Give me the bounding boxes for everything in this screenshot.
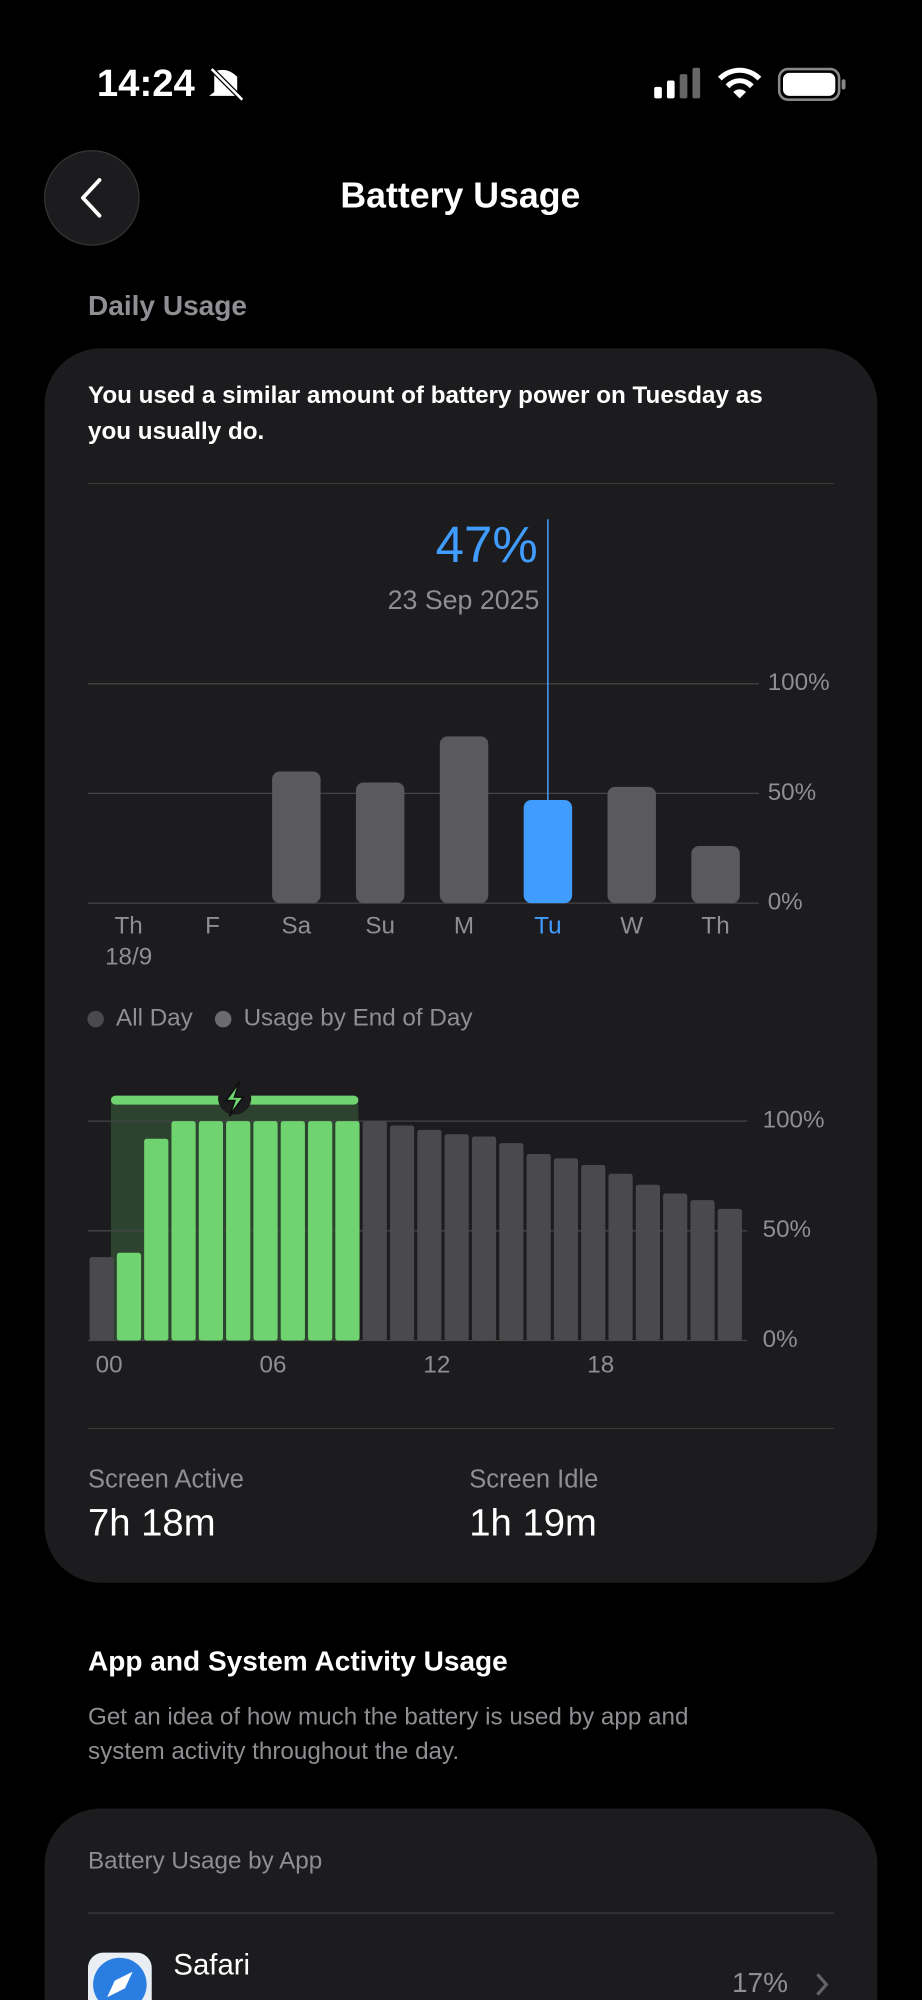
legend-dot [87,1010,104,1028]
x-tick-label: Th [115,913,143,940]
bar [581,1165,606,1341]
stat-value: 1h 19m [469,1502,597,1545]
bar [553,1158,579,1341]
section-desc: Get an idea of how much the battery is u… [88,1703,688,1730]
y-tick-label: 0% [768,888,803,915]
status-time: 14:24 [97,62,196,105]
bar [635,1184,660,1341]
x-tick-sublabel: 18/9 [105,943,152,970]
x-tick-label: Su [365,913,395,940]
x-tick-label: Sa [282,913,312,940]
bar [116,1252,142,1341]
stat-value: 7h 18m [88,1502,216,1545]
bar [663,1193,688,1341]
bar [523,799,573,904]
summary: You used a similar amount of battery pow… [88,382,763,409]
bar [171,1121,196,1341]
bar [144,1138,169,1341]
section-desc: system activity throughout the day. [88,1738,459,1765]
bar [439,736,489,904]
bar [607,786,656,904]
hourly-chart: 0% 50% 100% 00 06 12 18 [87,1081,825,1378]
apps-card [44,1808,878,2000]
x-tick-label: W [620,913,643,940]
bar [389,1125,415,1341]
bar [280,1121,305,1341]
bar [717,1208,742,1341]
bar [499,1143,524,1341]
bar [471,1136,497,1341]
legend-label: All Day [116,1005,194,1032]
bar [444,1134,469,1341]
bar [526,1154,551,1341]
back-icon [80,178,102,218]
bar [362,1121,387,1341]
bar [198,1121,224,1341]
x-tick-label: Th [701,913,729,940]
bar [253,1121,278,1341]
selected-date: 23 Sep 2025 [388,585,540,615]
y-tick-label: 100% [768,669,830,696]
x-tick-label: Tu [534,913,561,940]
bar [355,782,405,904]
app-row[interactable]: Safari 17% [87,1948,829,2000]
bar [691,846,740,904]
bar [272,771,321,904]
daily-chart: 0% 50% 100% Th 18/9 F Sa Su M Tu 47% W Th All Day Usag… [87,516,830,1032]
app-percent: 17% [732,1967,788,1998]
summary: you usually do. [88,418,264,445]
app-name: Safari [173,1948,250,1981]
bar [690,1200,715,1341]
app-icon-needle [107,1971,133,1998]
y-tick-label: 0% [763,1326,798,1353]
legend-dot [214,1010,232,1028]
chevron [816,1973,829,1996]
value-label: 47% [436,516,538,573]
bar [226,1121,251,1341]
bar [608,1173,633,1341]
y-tick-label: 50% [768,779,816,806]
x-tick-label: F [205,913,220,940]
page-title: Battery Usage [340,175,580,215]
y-tick-label: 50% [763,1216,811,1243]
back-button[interactable] [43,150,140,246]
section-label: Daily Usage [88,290,247,321]
x-tick-label: 00 [96,1351,123,1378]
x-tick-label: 12 [423,1351,450,1378]
x-tick-label: M [454,913,474,940]
card-title: Battery Usage by App [88,1847,322,1874]
legend-label: Usage by End of Day [244,1005,474,1032]
charging-icon [223,1081,246,1117]
bar [308,1121,333,1341]
bar [335,1121,360,1341]
stat-label: Screen Active [88,1466,244,1494]
x-tick-label: 18 [587,1351,614,1378]
bar [417,1129,442,1341]
stat-label: Screen Idle [469,1466,598,1494]
x-tick-label: 06 [260,1351,287,1378]
y-tick-label: 100% [763,1107,825,1134]
section-title: App and System Activity Usage [88,1646,508,1677]
status-icons [209,67,846,102]
bar [89,1257,114,1341]
